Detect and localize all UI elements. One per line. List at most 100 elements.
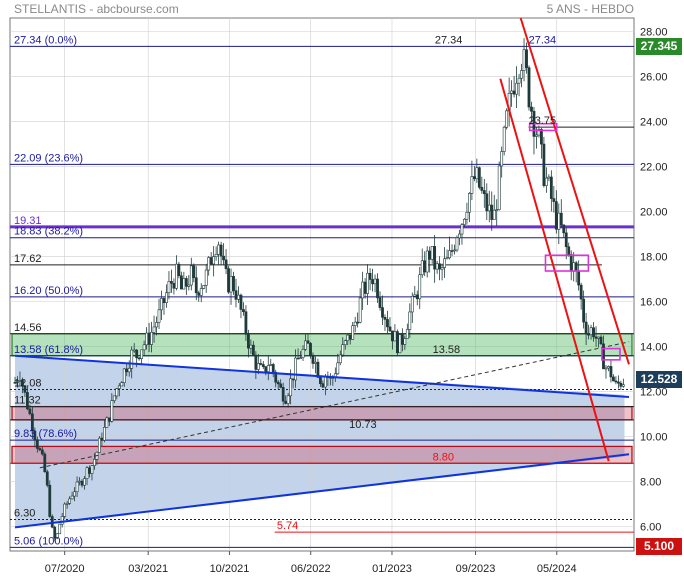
candle-body xyxy=(435,263,439,270)
candle-body xyxy=(13,382,17,384)
candle-body xyxy=(564,232,568,248)
candle-body xyxy=(522,49,526,71)
candle-body xyxy=(599,336,603,345)
candle-body xyxy=(232,276,235,291)
horizontal-levels-layer xyxy=(10,45,634,548)
candle-body xyxy=(207,257,211,271)
candle-body xyxy=(100,437,104,441)
candle-body xyxy=(21,380,24,387)
level-label: 14.56 xyxy=(14,322,42,334)
y-tick-label: 20.00 xyxy=(640,206,668,218)
candle-body xyxy=(130,349,134,369)
candle-body xyxy=(482,190,486,195)
candle-body xyxy=(98,437,101,453)
level-mid-label: 10.73 xyxy=(349,419,377,431)
candle-body xyxy=(348,334,352,340)
candle-body xyxy=(244,311,248,335)
candle-body xyxy=(505,110,509,128)
candle-body xyxy=(381,307,384,318)
y-tick-label: 26.00 xyxy=(640,71,668,83)
candle-body xyxy=(224,259,228,269)
candle-body xyxy=(115,388,119,397)
candle-body xyxy=(48,484,52,517)
candle-body xyxy=(371,279,374,285)
candle-body xyxy=(85,467,89,479)
x-tick-label: 10/2021 xyxy=(210,563,250,575)
candle-body xyxy=(395,331,399,354)
candle-body xyxy=(423,260,427,273)
x-tick-label: 01/2023 xyxy=(372,563,412,575)
candle-body xyxy=(137,357,141,360)
high-price-tag: 27.345 xyxy=(636,37,682,55)
candle-body xyxy=(391,330,394,342)
candle-body xyxy=(502,126,506,152)
candles-layer xyxy=(13,38,625,542)
zone-red-thin xyxy=(11,445,633,464)
candle-body xyxy=(249,344,253,349)
candle-body xyxy=(413,294,417,297)
candle-body xyxy=(540,129,543,145)
x-tick-label: 06/2022 xyxy=(291,563,331,575)
candle-body xyxy=(554,201,558,230)
candle-body xyxy=(187,284,191,287)
low-price-tag: 5.100 xyxy=(636,538,682,555)
candle-body xyxy=(487,204,491,212)
candle-body xyxy=(107,417,111,422)
candle-body xyxy=(338,354,342,364)
candle-body xyxy=(544,177,548,186)
candle-body xyxy=(142,344,146,351)
candle-body xyxy=(219,244,223,257)
level-mid-label: 5.74 xyxy=(277,520,298,532)
candle-body xyxy=(582,298,586,323)
candle-body xyxy=(229,276,233,293)
candle-body xyxy=(237,294,240,300)
candle-body xyxy=(353,321,357,326)
candle-body xyxy=(102,427,106,441)
candle-body xyxy=(135,349,139,359)
candle-body xyxy=(251,344,255,356)
candle-body xyxy=(120,382,124,387)
descending-trendline xyxy=(14,354,630,398)
candle-body xyxy=(562,224,566,234)
candle-body xyxy=(284,400,288,404)
candle-body xyxy=(122,368,126,383)
candle-body xyxy=(341,344,345,356)
candle-body xyxy=(266,365,270,372)
candle-body xyxy=(512,90,516,95)
candle-body xyxy=(594,336,598,339)
candle-body xyxy=(388,326,392,332)
candle-body xyxy=(527,67,531,108)
level-label: 5.06 (100.0%) xyxy=(14,535,83,547)
candle-body xyxy=(460,224,464,235)
candle-body xyxy=(167,281,171,294)
candle-body xyxy=(400,334,404,345)
candle-body xyxy=(172,283,176,289)
candle-body xyxy=(269,364,273,366)
candle-body xyxy=(58,523,62,535)
y-tick-label: 16.00 xyxy=(640,296,668,308)
magenta-box xyxy=(528,122,558,132)
last-price-tag: 12.528 xyxy=(636,370,682,388)
candle-body xyxy=(393,331,397,342)
candle-body xyxy=(311,354,315,364)
level-label: 22.09 (23.6%) xyxy=(14,152,83,164)
candle-body xyxy=(157,309,161,323)
candle-body xyxy=(299,357,302,360)
candle-body xyxy=(577,270,581,286)
y-tick-label: 22.00 xyxy=(640,161,668,173)
x-tick-label: 03/2021 xyxy=(128,563,168,575)
candle-body xyxy=(567,246,571,255)
level-label: 12.08 xyxy=(14,378,42,390)
level-labels-layer: 27.34 (0.0%) 27.34 23.75 22.09 (23.6%) 19.31… xyxy=(14,34,556,547)
y-tick-label: 6.00 xyxy=(640,521,661,533)
candle-body xyxy=(356,321,360,324)
candle-body xyxy=(495,209,499,211)
candle-body xyxy=(125,368,129,373)
candle-body xyxy=(420,260,424,276)
candle-body xyxy=(28,408,32,415)
y-tick-label: 18.00 xyxy=(640,251,668,263)
magenta-box xyxy=(601,347,621,361)
candle-body xyxy=(132,349,136,352)
candle-body xyxy=(621,384,625,387)
